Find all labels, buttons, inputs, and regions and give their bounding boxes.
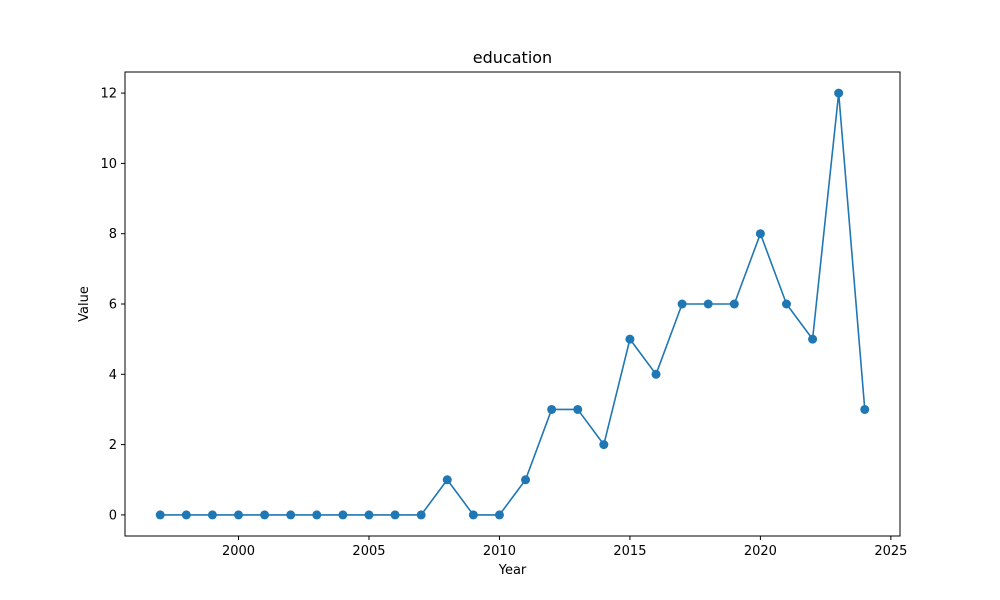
data-point — [181, 510, 191, 520]
y-tick-label: 8 — [109, 227, 117, 242]
data-point — [155, 510, 165, 520]
data-point — [364, 510, 374, 520]
data-point — [651, 369, 661, 379]
x-tick-label: 2025 — [874, 544, 907, 559]
data-point — [599, 440, 609, 450]
x-tick-label: 2010 — [483, 544, 516, 559]
y-tick-label: 10 — [100, 157, 117, 172]
data-point — [494, 510, 504, 520]
x-tick-label: 2005 — [352, 544, 385, 559]
series-line — [160, 92, 866, 516]
chart-title: education — [473, 48, 552, 67]
x-axis-label: Year — [498, 563, 527, 578]
x-tick-label: 2020 — [744, 544, 777, 559]
x-tick-label: 2015 — [613, 544, 646, 559]
data-point — [677, 299, 687, 309]
data-point — [808, 334, 818, 344]
x-axis: 2000 2005 2010 2015 2020 2025 — [222, 536, 907, 559]
plot-frame — [124, 71, 901, 537]
data-point — [834, 88, 844, 98]
y-tick-label: 0 — [109, 508, 117, 523]
data-point — [207, 510, 217, 520]
data-point — [442, 475, 452, 485]
data-point — [521, 475, 531, 485]
x-tick-label: 2000 — [222, 544, 255, 559]
data-point — [755, 229, 765, 239]
y-tick-label: 4 — [109, 368, 117, 383]
data-point — [625, 334, 635, 344]
y-tick-label: 6 — [109, 298, 117, 313]
data-point — [703, 299, 713, 309]
data-point — [312, 510, 322, 520]
y-axis: 0 2 4 6 8 10 12 — [100, 87, 125, 523]
data-point — [860, 404, 870, 414]
data-point — [547, 404, 557, 414]
data-point — [234, 510, 244, 520]
y-axis-label: Value — [77, 286, 92, 322]
data-point — [286, 510, 296, 520]
data-point — [573, 404, 583, 414]
data-point — [416, 510, 426, 520]
data-point — [729, 299, 739, 309]
data-point — [338, 510, 348, 520]
y-tick-label: 12 — [100, 87, 117, 102]
y-tick-label: 2 — [109, 438, 117, 453]
data-point — [390, 510, 400, 520]
data-point — [781, 299, 791, 309]
series-layer — [155, 88, 870, 520]
data-point — [468, 510, 478, 520]
data-point — [260, 510, 270, 520]
